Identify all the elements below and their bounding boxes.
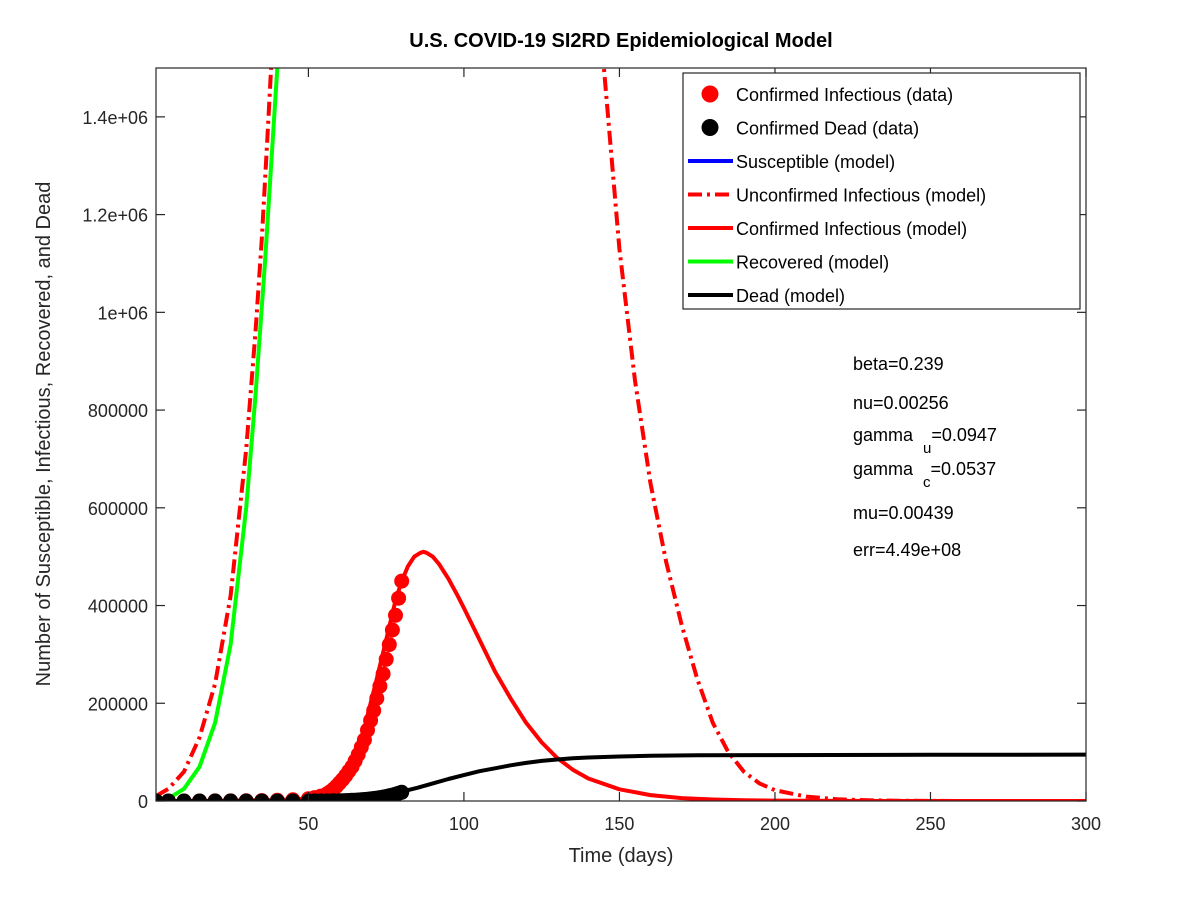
- marker-confirmed-dead-data: [394, 784, 410, 800]
- x-tick-label: 200: [760, 814, 790, 834]
- param-err: err=4.49e+08: [853, 540, 961, 560]
- marker-confirmed-dead-data: [269, 793, 285, 801]
- legend-label: Confirmed Infectious (model): [736, 219, 967, 239]
- line-recovered-model: [156, 68, 280, 801]
- legend-item-confirmed-infectious-data: Confirmed Infectious (data): [701, 85, 953, 105]
- x-tick-label: 150: [604, 814, 634, 834]
- marker-confirmed-dead-data: [207, 793, 223, 801]
- marker-confirmed-infectious-data: [391, 590, 407, 606]
- marker-confirmed-infectious-data: [366, 703, 382, 719]
- marker-confirmed-dead-data: [285, 793, 301, 801]
- y-tick-label: 800000: [88, 401, 148, 421]
- marker-layer: [156, 573, 410, 801]
- legend-item-unconfirmed-infectious-model: Unconfirmed Infectious (model): [688, 186, 986, 206]
- legend-marker: [701, 119, 719, 136]
- param-nu: nu=0.00256: [853, 393, 949, 413]
- legend-item-confirmed-infectious-model: Confirmed Infectious (model): [688, 219, 967, 239]
- marker-confirmed-dead-data: [238, 793, 254, 801]
- y-tick-label: 600000: [88, 499, 148, 519]
- marker-confirmed-infectious-data: [388, 607, 403, 623]
- marker-confirmed-dead-data: [192, 793, 207, 801]
- marker-confirmed-infectious-data: [369, 690, 385, 706]
- legend-label: Dead (model): [736, 286, 845, 306]
- param-beta: beta=0.239: [853, 354, 944, 374]
- plot-area: 50 100 150 200 250 300 0 200000 400000 600000 8000…: [82, 67, 1101, 834]
- marker-confirmed-dead-data: [176, 793, 192, 801]
- param-gamma-c: gammac=0.0537: [853, 459, 996, 491]
- legend-label: Recovered (model): [736, 253, 889, 273]
- legend-label: Unconfirmed Infectious (model): [736, 186, 986, 206]
- y-tick-label: 1.4e+06: [82, 108, 148, 128]
- y-tick-label: 400000: [88, 597, 148, 617]
- legend: Confirmed Infectious (data) Confirmed Dea…: [682, 72, 1081, 310]
- x-tick-label: 100: [449, 814, 479, 834]
- marker-confirmed-dead-data: [254, 793, 270, 801]
- marker-confirmed-infectious-data: [372, 678, 388, 694]
- parameter-annotations: beta=0.239 nu=0.00256 gammau=0.0947gammac=…: [853, 354, 997, 560]
- y-tick-label: 1e+06: [97, 303, 148, 323]
- param-mu: mu=0.00439: [853, 503, 954, 523]
- y-tick-label: 0: [138, 792, 148, 812]
- param-gamma-u: gammau=0.0947: [853, 425, 997, 457]
- y-tick-label: 1.2e+06: [82, 206, 148, 226]
- y-axis-label: Number of Susceptible, Infectious, Recov…: [33, 182, 55, 687]
- y-tick-label: 200000: [88, 694, 148, 714]
- marker-confirmed-infectious-data: [381, 637, 397, 653]
- marker-confirmed-infectious-data: [375, 666, 391, 682]
- chart-title: U.S. COVID-19 SI2RD Epidemiological Mode…: [409, 30, 832, 52]
- legend-box: [682, 72, 1081, 310]
- x-tick-label: 300: [1071, 814, 1101, 834]
- x-axis-label: Time (days): [569, 845, 674, 867]
- marker-confirmed-infectious-data: [384, 622, 400, 638]
- legend-item-dead-model: Dead (model): [688, 286, 845, 306]
- marker-confirmed-dead-data: [223, 793, 239, 801]
- legend-label: Susceptible (model): [736, 152, 895, 172]
- legend-label: Confirmed Dead (data): [736, 119, 919, 139]
- x-tick-label: 250: [915, 814, 945, 834]
- marker-confirmed-infectious-data: [394, 573, 410, 589]
- tick-layer: 50 100 150 200 250 300 0 200000 400000 600000 8000…: [82, 68, 1101, 834]
- marker-confirmed-dead-data: [160, 793, 176, 801]
- legend-marker: [701, 85, 719, 103]
- legend-item-confirmed-dead-data: Confirmed Dead (data): [701, 119, 919, 139]
- marker-confirmed-infectious-data: [378, 651, 394, 667]
- legend-item-recovered-model: Recovered (model): [688, 253, 889, 273]
- legend-items: Confirmed Infectious (data) Confirmed Dea…: [688, 85, 986, 306]
- x-tick-label: 50: [298, 814, 318, 834]
- legend-item-susceptible-model: Susceptible (model): [688, 152, 895, 172]
- axes-box: [155, 67, 1087, 802]
- legend-label: Confirmed Infectious (data): [736, 85, 953, 105]
